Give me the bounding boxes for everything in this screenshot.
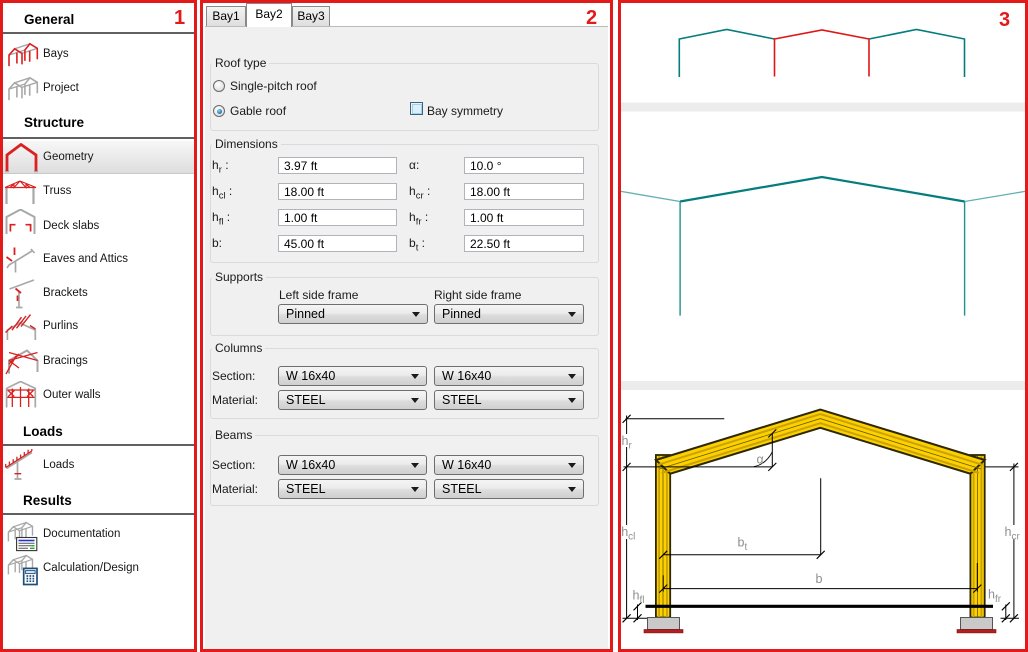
svg-text:hfl: hfl [633,589,645,607]
svg-text:hr: hr [622,434,633,452]
svg-text:bt: bt [738,536,748,554]
svg-text:3: 3 [999,9,1010,31]
svg-text:α: α [757,453,764,467]
svg-text:b: b [816,572,823,586]
